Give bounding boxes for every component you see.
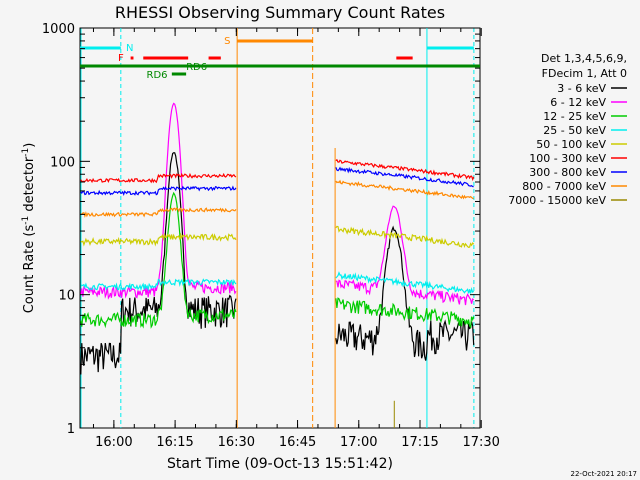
legend-label: 25 - 50 keV <box>543 124 606 137</box>
series-line-pre <box>80 191 237 329</box>
y-tick-label: 1000 <box>42 22 75 37</box>
legend-label: 7000 - 15000 keV <box>508 194 606 207</box>
y-tick-label: 1 <box>67 422 75 437</box>
legend-label: 800 - 7000 keV <box>522 180 606 193</box>
series-line-pre <box>80 232 237 247</box>
series-line-post <box>335 166 474 188</box>
series-line-pre <box>80 207 237 218</box>
night-flag-label: N <box>126 43 133 54</box>
legend-label: 3 - 6 keV <box>557 82 606 95</box>
legend-label: 6 - 12 keV <box>550 96 606 109</box>
legend-label: 12 - 25 keV <box>543 110 606 123</box>
series-line-pre <box>80 172 237 184</box>
legend-label: 50 - 100 keV <box>536 138 606 151</box>
y-tick-label: 10 <box>58 289 75 304</box>
series-line-post <box>335 158 475 182</box>
x-tick-label: 16:45 <box>279 435 316 450</box>
footer-date: 22-Oct-2021 20:17 <box>571 470 637 478</box>
series-line-post <box>335 205 475 306</box>
legend-header-line2: FDecim 1, Att 0 <box>542 67 627 80</box>
series-line-post <box>335 225 475 248</box>
decimation-flag-label-2: RD6 <box>147 70 168 81</box>
x-tick-label: 17:15 <box>401 435 438 450</box>
saa-flag-label: S <box>224 36 230 47</box>
series-line-post <box>335 271 475 294</box>
legend-label: 100 - 300 keV <box>529 152 606 165</box>
x-tick-label: 17:30 <box>462 435 499 450</box>
series-line-pre <box>80 152 237 375</box>
x-tick-label: 16:00 <box>95 435 132 450</box>
decimation-flag-label: RD6 <box>186 62 207 73</box>
series-line-post <box>335 225 475 361</box>
series-line-post <box>335 297 475 329</box>
x-tick-label: 16:15 <box>156 435 193 450</box>
chart-title: RHESSI Observing Summary Count Rates <box>115 3 445 22</box>
series-line-pre <box>80 185 237 196</box>
legend-header-line1: Det 1,3,4,5,6,9, <box>541 52 627 65</box>
plot-frame <box>79 27 481 429</box>
series-line-post <box>335 179 474 200</box>
x-tick-label: 16:30 <box>218 435 255 450</box>
y-axis-label: Count Rate (s-1 detector-1) <box>21 143 37 314</box>
flare-flag-label: F <box>118 53 124 64</box>
series-line-pre <box>80 102 237 300</box>
series-line-pre <box>80 278 237 292</box>
x-axis-label: Start Time (09-Oct-13 15:51:42) <box>167 456 393 472</box>
legend-label: 300 - 800 keV <box>529 166 606 179</box>
y-tick-label: 100 <box>50 155 75 170</box>
legend: Det 1,3,4,5,6,9, FDecim 1, Att 0 3 - 6 k… <box>508 52 627 207</box>
x-tick-label: 17:00 <box>340 435 377 450</box>
